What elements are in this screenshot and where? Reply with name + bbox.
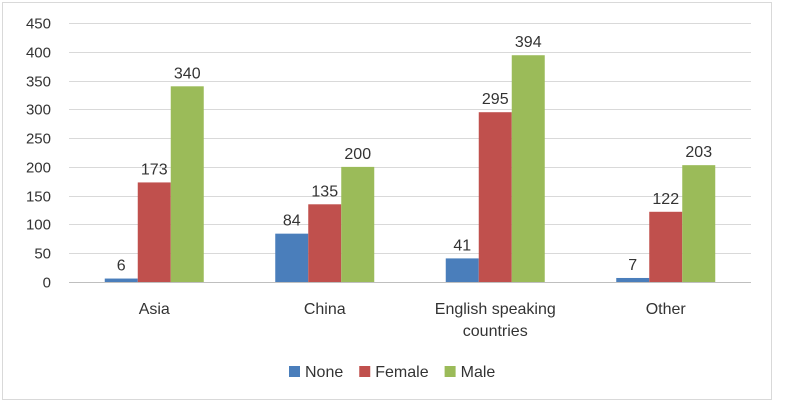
- bar-chart: 0 50 100 150 200 250 300 350 400 450 6 173 340 84 135…: [26, 16, 751, 381]
- data-label: 135: [311, 183, 338, 200]
- bar-male: [170, 86, 204, 282]
- data-label: 295: [482, 91, 509, 108]
- legend-label: Male: [461, 364, 496, 381]
- y-axis-ticks: 0 50 100 150 200 250 300 350 400 450: [26, 16, 51, 292]
- data-label: 340: [174, 65, 201, 82]
- bars: [104, 55, 716, 282]
- category-label: China: [304, 301, 346, 318]
- y-tick-label: 50: [34, 246, 51, 263]
- y-tick-label: 300: [26, 102, 51, 119]
- y-tick-label: 450: [26, 16, 51, 33]
- y-tick-label: 0: [43, 275, 51, 292]
- legend: None Female Male: [289, 364, 495, 381]
- legend-swatch-female: [359, 366, 371, 377]
- y-tick-label: 400: [26, 45, 51, 62]
- y-tick-label: 150: [26, 189, 51, 206]
- legend-swatch-male: [444, 366, 456, 377]
- data-label: 7: [628, 257, 637, 274]
- data-label: 41: [453, 237, 471, 254]
- data-label: 394: [515, 34, 542, 51]
- x-axis-categories: Asia China English speaking countries Other: [139, 301, 687, 340]
- data-label: 203: [685, 144, 712, 161]
- bar-female: [649, 211, 683, 282]
- bar-female: [478, 112, 512, 282]
- data-label: 122: [652, 191, 679, 208]
- bar-none: [275, 233, 309, 282]
- y-tick-label: 350: [26, 74, 51, 91]
- data-labels: 6 173 340 84 135 200 41 295 394 7 122 203: [117, 34, 712, 274]
- bar-none: [445, 258, 479, 282]
- bar-male: [341, 166, 375, 282]
- y-tick-label: 100: [26, 217, 51, 234]
- category-label: Other: [646, 301, 687, 318]
- data-label: 200: [344, 146, 371, 163]
- data-label: 6: [117, 258, 126, 275]
- data-label: 84: [283, 213, 301, 230]
- y-tick-label: 200: [26, 160, 51, 177]
- bar-female: [308, 204, 342, 282]
- bar-none: [616, 277, 650, 282]
- category-label: Asia: [139, 301, 170, 318]
- bar-female: [137, 182, 171, 282]
- bar-none: [104, 278, 138, 282]
- y-tick-label: 250: [26, 131, 51, 148]
- bar-male: [511, 55, 545, 282]
- data-label: 173: [141, 161, 168, 178]
- category-label: countries: [463, 323, 528, 340]
- legend-swatch-none: [289, 366, 300, 377]
- chart-frame: 0 50 100 150 200 250 300 350 400 450 6 173 340 84 135…: [2, 2, 772, 400]
- bar-male: [682, 165, 716, 282]
- legend-label: None: [305, 364, 343, 381]
- category-label: English speaking: [435, 301, 556, 318]
- legend-label: Female: [375, 364, 428, 381]
